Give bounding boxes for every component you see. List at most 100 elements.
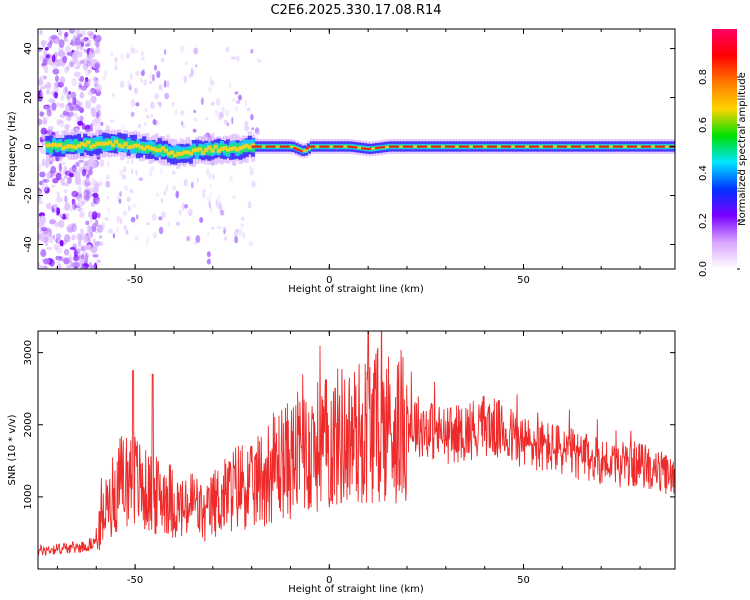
spectrogram-band-cell	[160, 146, 165, 151]
spectrogram-speckle	[150, 113, 153, 118]
spectrogram-speckle	[212, 173, 215, 180]
spectrogram-speckle	[250, 167, 255, 175]
spectrogram-band-cell	[173, 149, 178, 158]
spectrogram-speckle	[136, 214, 139, 220]
spectrogram-speckle	[54, 51, 59, 58]
spectrogram-speckle	[240, 223, 244, 228]
spectrogram-speckle	[77, 120, 84, 126]
spectrogram-band-cell	[123, 142, 128, 146]
spectrogram-speckle	[158, 216, 163, 221]
spectrogram-speckle	[104, 70, 108, 77]
spectrogram-speckle	[140, 70, 145, 77]
spectrogram-speckle	[171, 170, 176, 175]
spectrogram-speckle	[45, 89, 51, 95]
spectrogram-axes: -50 0 50 -40 -20 0 20 40	[23, 29, 675, 286]
spectrogram-speckle	[242, 232, 246, 239]
spectrogram-band-cell	[142, 146, 147, 151]
spectrogram-speckle	[55, 247, 63, 254]
spectrogram-speckle	[152, 231, 158, 239]
spectrogram-speckle	[180, 110, 185, 116]
spectrogram-band-cell	[213, 144, 218, 149]
spectrogram-speckle	[244, 125, 250, 132]
spectrogram-band-cell	[306, 147, 311, 150]
spectrogram-band-cell	[173, 153, 178, 158]
spectrogram-speckle	[81, 123, 86, 130]
spectrogram-speckle	[41, 182, 48, 192]
spectrogram-speckle	[199, 217, 204, 224]
spectrogram-speckle	[203, 188, 206, 193]
spectrogram-speckle	[53, 244, 60, 251]
spectrogram-speckle	[60, 95, 65, 101]
spectrogram-band-cell	[250, 144, 256, 153]
spectrogram-speckle	[248, 240, 254, 247]
spectrogram-band-cell	[92, 143, 97, 148]
spectrogram-speckle	[48, 125, 54, 131]
spectrogram-band-cell	[300, 149, 305, 152]
spectrogram-speckle	[57, 257, 61, 266]
spectrogram-speckle	[40, 227, 48, 232]
spectrogram-speckle	[68, 253, 72, 261]
spectrogram-speckle	[122, 210, 128, 217]
spectrogram-speckle	[127, 205, 131, 212]
spectrogram-speckle	[91, 188, 97, 193]
spectrogram-speckle	[79, 59, 85, 65]
spectrogram-speckle	[60, 59, 66, 67]
spectrogram-speckle	[53, 91, 59, 99]
spectrogram-speckle	[40, 40, 47, 46]
spectrogram-speckle	[235, 100, 241, 104]
spectrogram-cells	[38, 29, 675, 269]
spectrogram-speckle	[85, 235, 92, 243]
spectrogram-band-cell	[412, 145, 417, 148]
spectrogram-xlabel: Height of straight line (km)	[288, 284, 424, 295]
spectrogram-speckle	[87, 31, 94, 36]
spectrogram-speckle	[154, 93, 159, 100]
spectrogram-speckle	[145, 239, 149, 248]
spectrogram-speckle	[73, 261, 80, 268]
spectrogram-speckle	[38, 262, 41, 268]
spectrogram-speckle	[114, 59, 118, 67]
spectrogram-band-cell	[396, 145, 402, 148]
spectrogram-speckle	[181, 202, 185, 211]
spectrogram-speckle	[51, 102, 57, 111]
spectrogram-band-cell	[356, 146, 361, 149]
spectrogram-speckle	[71, 223, 77, 233]
spectrogram-speckle	[164, 48, 167, 56]
spectrogram-band-cell	[216, 148, 221, 153]
spectrogram-speckle	[94, 241, 101, 246]
snr-xlabel: Height of straight line (km)	[288, 584, 424, 595]
spectrogram-band-cell	[524, 145, 529, 148]
colorbar-tick-label: 0.2	[698, 213, 709, 229]
spectrogram-band-cell	[182, 150, 187, 155]
spectrogram-speckle	[90, 186, 93, 194]
spectrogram-speckle	[84, 79, 91, 82]
spectrogram-speckle	[119, 80, 125, 89]
spectrogram-speckle	[62, 87, 69, 96]
spectrogram-xtick-label: 50	[517, 275, 530, 286]
spectrogram-band-cell	[440, 145, 445, 148]
spectrogram-ytick-label: 20	[23, 91, 34, 104]
spectrogram-speckle	[141, 57, 145, 61]
spectrogram-speckle	[89, 47, 95, 54]
spectrogram-speckle	[46, 232, 51, 237]
spectrogram-speckle	[130, 168, 134, 174]
spectrogram-speckle	[66, 93, 71, 100]
colorbar-tick-label: 0.8	[698, 69, 709, 85]
spectrogram-speckle	[42, 179, 50, 183]
spectrogram-speckle	[40, 238, 46, 242]
spectrogram-speckle	[74, 171, 78, 176]
spectrogram-band-cell	[151, 147, 156, 151]
spectrogram-band-cell	[167, 151, 172, 156]
spectrogram-speckle	[245, 99, 248, 106]
spectrogram-band-cell	[428, 145, 433, 148]
spectrogram-speckle	[61, 162, 67, 165]
snr-xtick-label: 50	[517, 575, 530, 586]
spectrogram-speckle	[123, 166, 127, 173]
spectrogram-band-cell	[79, 142, 85, 146]
spectrogram-band-cell	[135, 143, 141, 148]
spectrogram-band-cell	[188, 151, 193, 156]
spectrogram-speckle	[69, 172, 74, 178]
spectrogram-speckle	[214, 109, 219, 116]
spectrogram-speckle	[135, 70, 140, 77]
spectrogram-speckle	[69, 246, 76, 251]
spectrogram-speckle	[73, 112, 78, 117]
